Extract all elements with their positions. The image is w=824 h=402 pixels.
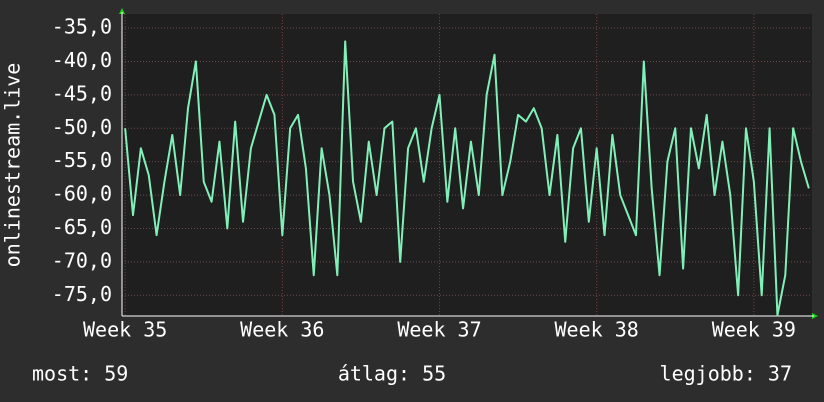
y-axis-label: onlinestream.live: [1, 63, 25, 268]
y-tick-label: -55,0: [52, 148, 112, 172]
stat-current: most: 59: [32, 362, 128, 386]
y-tick-label: -65,0: [52, 215, 112, 239]
x-tick-label: Week 37: [397, 318, 481, 342]
axis-arrow: [119, 8, 125, 14]
plot-area: [122, 14, 812, 316]
line-series: [124, 40, 810, 317]
x-tick-label: Week 39: [712, 318, 796, 342]
x-tick-label: Week 36: [240, 318, 324, 342]
y-tick-label: -75,0: [52, 282, 112, 306]
x-tick-label: Week 35: [83, 318, 167, 342]
y-tick-label: -70,0: [52, 248, 112, 272]
y-tick-label: -40,0: [52, 48, 112, 72]
stat-average: átlag: 55: [338, 362, 446, 386]
y-tick-label: -60,0: [52, 182, 112, 206]
axis-arrow: [812, 313, 818, 319]
y-tick-label: -35,0: [52, 15, 112, 39]
y-tick-label: -45,0: [52, 81, 112, 105]
y-tick-label: -50,0: [52, 115, 112, 139]
stat-best: legjobb: 37: [660, 362, 792, 386]
x-tick-label: Week 38: [555, 318, 639, 342]
